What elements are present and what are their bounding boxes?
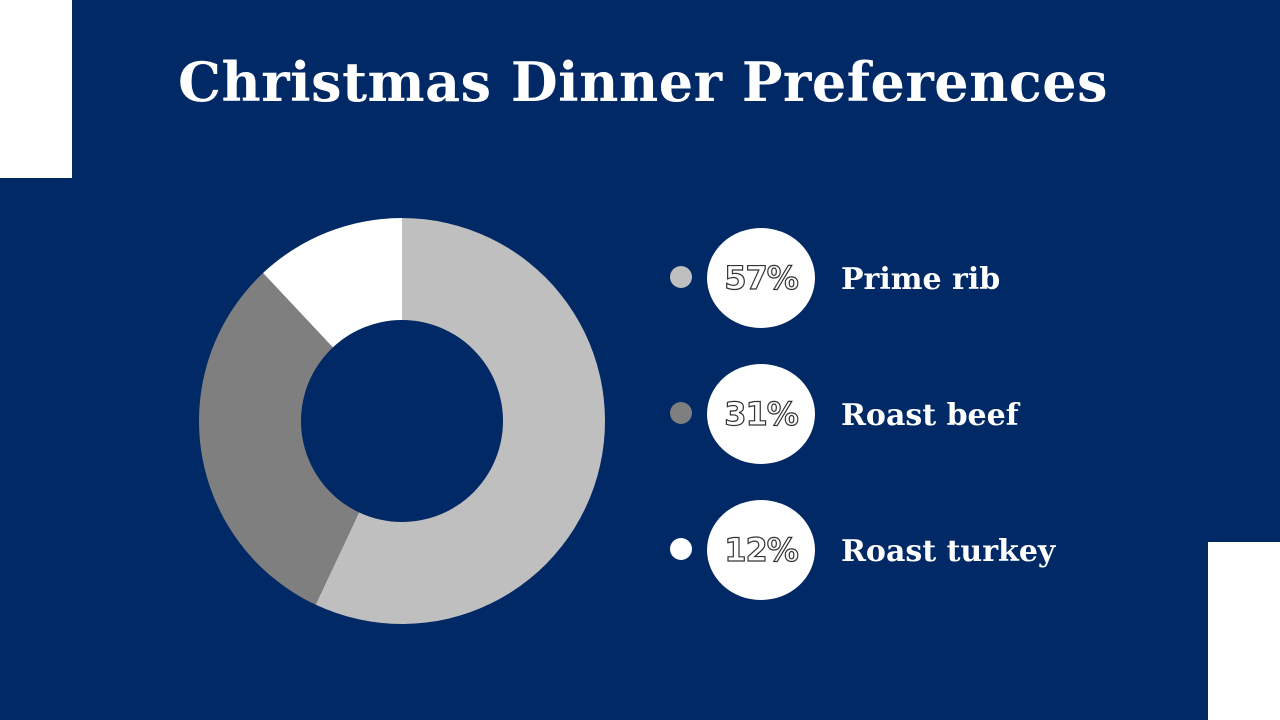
decorative-corner-top-left xyxy=(0,0,72,178)
legend-item-prime-rib: 57% Prime rib xyxy=(666,228,1086,328)
legend-dot xyxy=(670,402,692,424)
legend-dot xyxy=(670,266,692,288)
percentage-badge: 12% xyxy=(707,500,815,600)
donut-segment-prime-rib xyxy=(315,218,605,625)
percentage-badge: 31% xyxy=(707,364,815,464)
legend-label: Roast beef xyxy=(841,398,1019,433)
legend-dot xyxy=(670,538,692,560)
legend-item-roast-beef: 31% Roast beef xyxy=(666,364,1086,464)
slide-title: Christmas Dinner Preferences xyxy=(177,50,1109,114)
legend-item-roast-turkey: 12% Roast turkey xyxy=(666,500,1086,600)
percentage-label: 57% xyxy=(724,258,800,297)
legend-label: Roast turkey xyxy=(841,534,1056,569)
percentage-badge: 57% xyxy=(707,228,815,328)
donut-segment-roast-turkey xyxy=(263,218,402,348)
decorative-corner-bottom-right xyxy=(1208,542,1280,720)
percentage-label: 12% xyxy=(724,530,800,569)
legend-label: Prime rib xyxy=(841,262,1001,297)
percentage-label: 31% xyxy=(724,394,800,433)
donut-segment-roast-beef xyxy=(199,273,359,605)
